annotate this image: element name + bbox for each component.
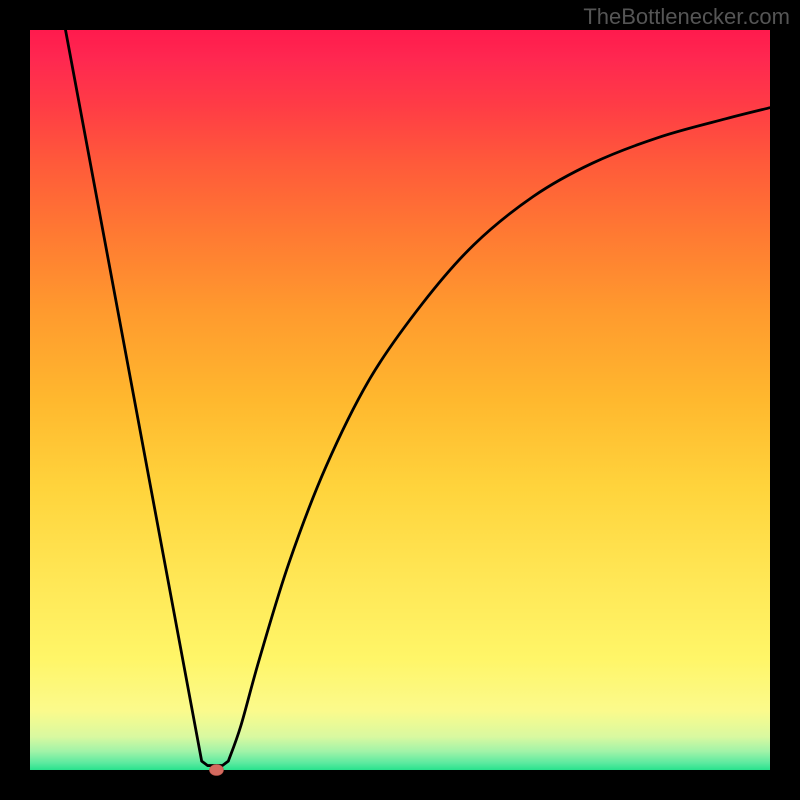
plot-area xyxy=(30,30,770,770)
watermark-text: TheBottlenecker.com xyxy=(583,4,790,30)
optimal-point-marker xyxy=(209,765,223,776)
bottleneck-curve-chart xyxy=(0,0,800,800)
chart-frame: TheBottlenecker.com xyxy=(0,0,800,800)
